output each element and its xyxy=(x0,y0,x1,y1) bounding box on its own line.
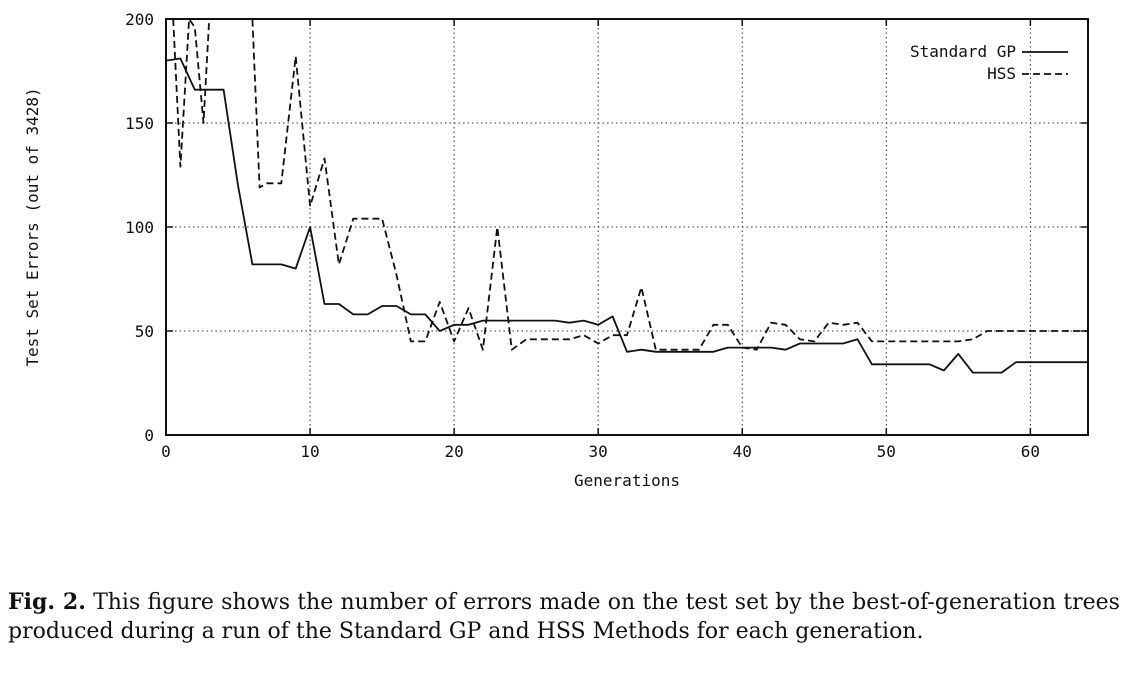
y-axis-label: Test Set Errors (out of 3428) xyxy=(23,87,42,366)
series-line-standard-gp xyxy=(166,57,1088,374)
x-tick-label: 60 xyxy=(1021,442,1040,461)
grid-lines xyxy=(166,19,1088,435)
figure-caption: Fig. 2. This figure shows the number of … xyxy=(8,588,1120,646)
y-tick-label: 0 xyxy=(144,426,154,445)
legend-label-standard-gp: Standard GP xyxy=(910,42,1016,61)
x-tick-label: 30 xyxy=(589,442,608,461)
x-axis-label: Generations xyxy=(574,471,680,490)
x-tick-label: 50 xyxy=(877,442,896,461)
x-tick-label: 20 xyxy=(444,442,463,461)
legend-label-hss: HSS xyxy=(987,64,1016,83)
y-tick-label: 50 xyxy=(135,322,154,341)
figure-caption-text: This figure shows the number of errors m… xyxy=(8,590,1120,644)
line-chart: 0 10 20 30 40 50 60 0 50 100 150 200 Generations Te… xyxy=(23,10,1089,490)
x-tick-label: 0 xyxy=(161,442,171,461)
legend: Standard GP HSS xyxy=(910,42,1068,83)
x-tick-label: 10 xyxy=(300,442,319,461)
y-tick-label: 150 xyxy=(125,114,154,133)
y-tick-label: 200 xyxy=(125,10,154,29)
x-tick-label: 40 xyxy=(733,442,752,461)
series-lines xyxy=(166,19,1088,374)
y-tick-label: 100 xyxy=(125,218,154,237)
figure-label: Fig. 2. xyxy=(8,589,86,615)
axis-ticks: 0 10 20 30 40 50 60 0 50 100 150 200 xyxy=(125,10,1088,461)
